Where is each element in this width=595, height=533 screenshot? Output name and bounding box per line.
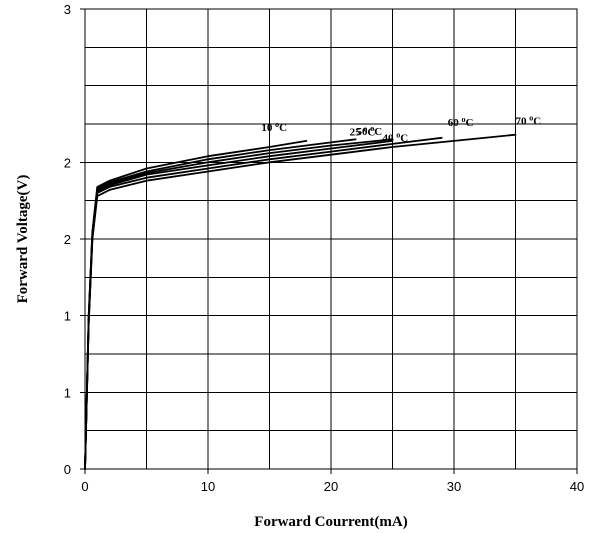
y-axis-title: Forward Voltage(V) (15, 175, 31, 304)
series-label: 40 oC (383, 130, 409, 144)
y-tick-label: 2 (64, 155, 71, 170)
series-line-5 (84, 133, 517, 470)
series-label: 70 oC (516, 114, 542, 128)
series-line-1 (84, 138, 357, 470)
x-tick-label: 40 (570, 479, 584, 494)
x-tick-labels: 0 10 20 30 40 (81, 469, 584, 494)
series-line-3 (84, 139, 394, 470)
y-tick-label: 0 (64, 462, 71, 477)
series-label: 25 oC (350, 124, 376, 138)
grid-lines (85, 9, 577, 469)
y-tick-label: 1 (64, 385, 71, 400)
x-tick-label: 0 (81, 479, 88, 494)
series-curves (84, 133, 517, 470)
x-tick-label: 20 (324, 479, 338, 494)
x-tick-label: 30 (447, 479, 461, 494)
y-tick-label: 2 (64, 232, 71, 247)
series-line-0 (84, 139, 308, 470)
x-tick-label: 10 (201, 479, 215, 494)
series-line-4 (84, 136, 443, 470)
y-tick-label: 1 (64, 309, 71, 324)
series-line-2 (84, 138, 394, 470)
series-label: 60 oC (448, 115, 474, 129)
series-label: 50 oC (357, 124, 383, 138)
y-tick-labels: 0 1 1 2 2 3 (64, 2, 85, 477)
y-tick-label: 3 (64, 2, 71, 17)
series-label: 10 oC (261, 120, 287, 134)
x-axis-title: Forward Courrent(mA) (254, 514, 407, 530)
